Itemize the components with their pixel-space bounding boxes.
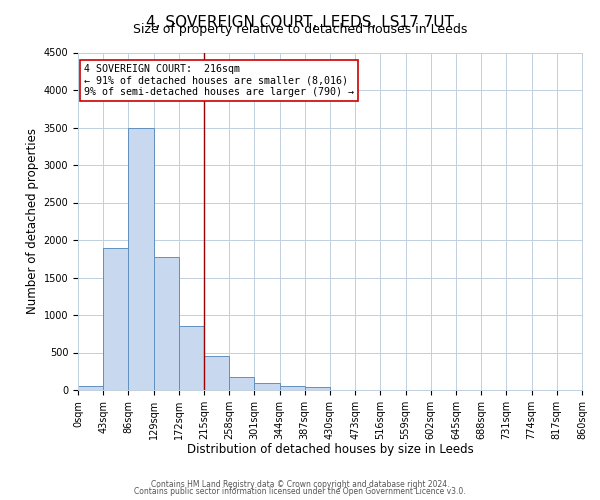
Text: 4 SOVEREIGN COURT:  216sqm
← 91% of detached houses are smaller (8,016)
9% of se: 4 SOVEREIGN COURT: 216sqm ← 91% of detac…	[84, 64, 354, 97]
Bar	[254, 383, 280, 390]
Y-axis label: Number of detached properties: Number of detached properties	[26, 128, 40, 314]
Text: 4, SOVEREIGN COURT, LEEDS, LS17 7UT: 4, SOVEREIGN COURT, LEEDS, LS17 7UT	[146, 15, 454, 30]
Text: Contains public sector information licensed under the Open Government Licence v3: Contains public sector information licen…	[134, 487, 466, 496]
Bar	[204, 356, 229, 390]
Bar	[128, 128, 154, 390]
Bar	[179, 326, 204, 390]
Bar	[78, 386, 103, 390]
Bar	[103, 248, 128, 390]
Bar	[154, 256, 179, 390]
Bar	[229, 377, 254, 390]
X-axis label: Distribution of detached houses by size in Leeds: Distribution of detached houses by size …	[187, 444, 473, 456]
Bar	[305, 388, 330, 390]
Text: Size of property relative to detached houses in Leeds: Size of property relative to detached ho…	[133, 22, 467, 36]
Text: Contains HM Land Registry data © Crown copyright and database right 2024.: Contains HM Land Registry data © Crown c…	[151, 480, 449, 489]
Bar	[280, 386, 305, 390]
